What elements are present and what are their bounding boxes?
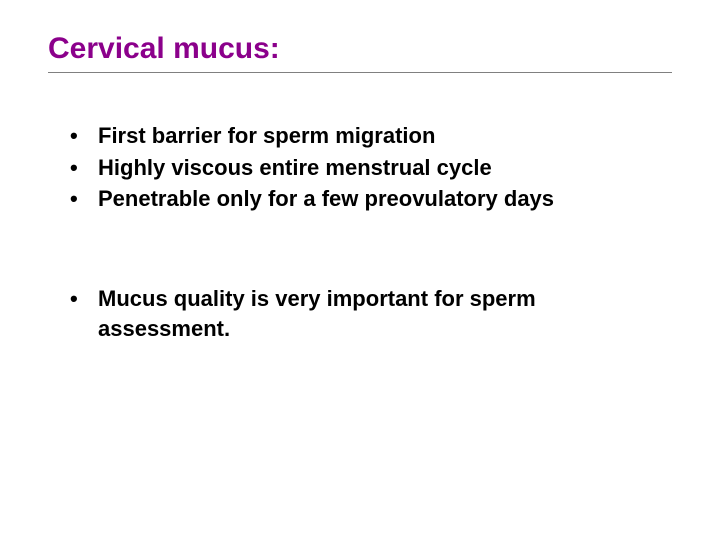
list-item: Mucus quality is very important for sper…	[70, 284, 672, 343]
bullet-list-2: Mucus quality is very important for sper…	[48, 284, 672, 343]
list-item: Highly viscous entire menstrual cycle	[70, 153, 672, 183]
spacer	[48, 216, 672, 284]
slide-title: Cervical mucus:	[48, 32, 672, 73]
list-item: Penetrable only for a few preovulatory d…	[70, 184, 672, 214]
list-item: First barrier for sperm migration	[70, 121, 672, 151]
bullet-list-1: First barrier for sperm migration Highly…	[48, 121, 672, 214]
